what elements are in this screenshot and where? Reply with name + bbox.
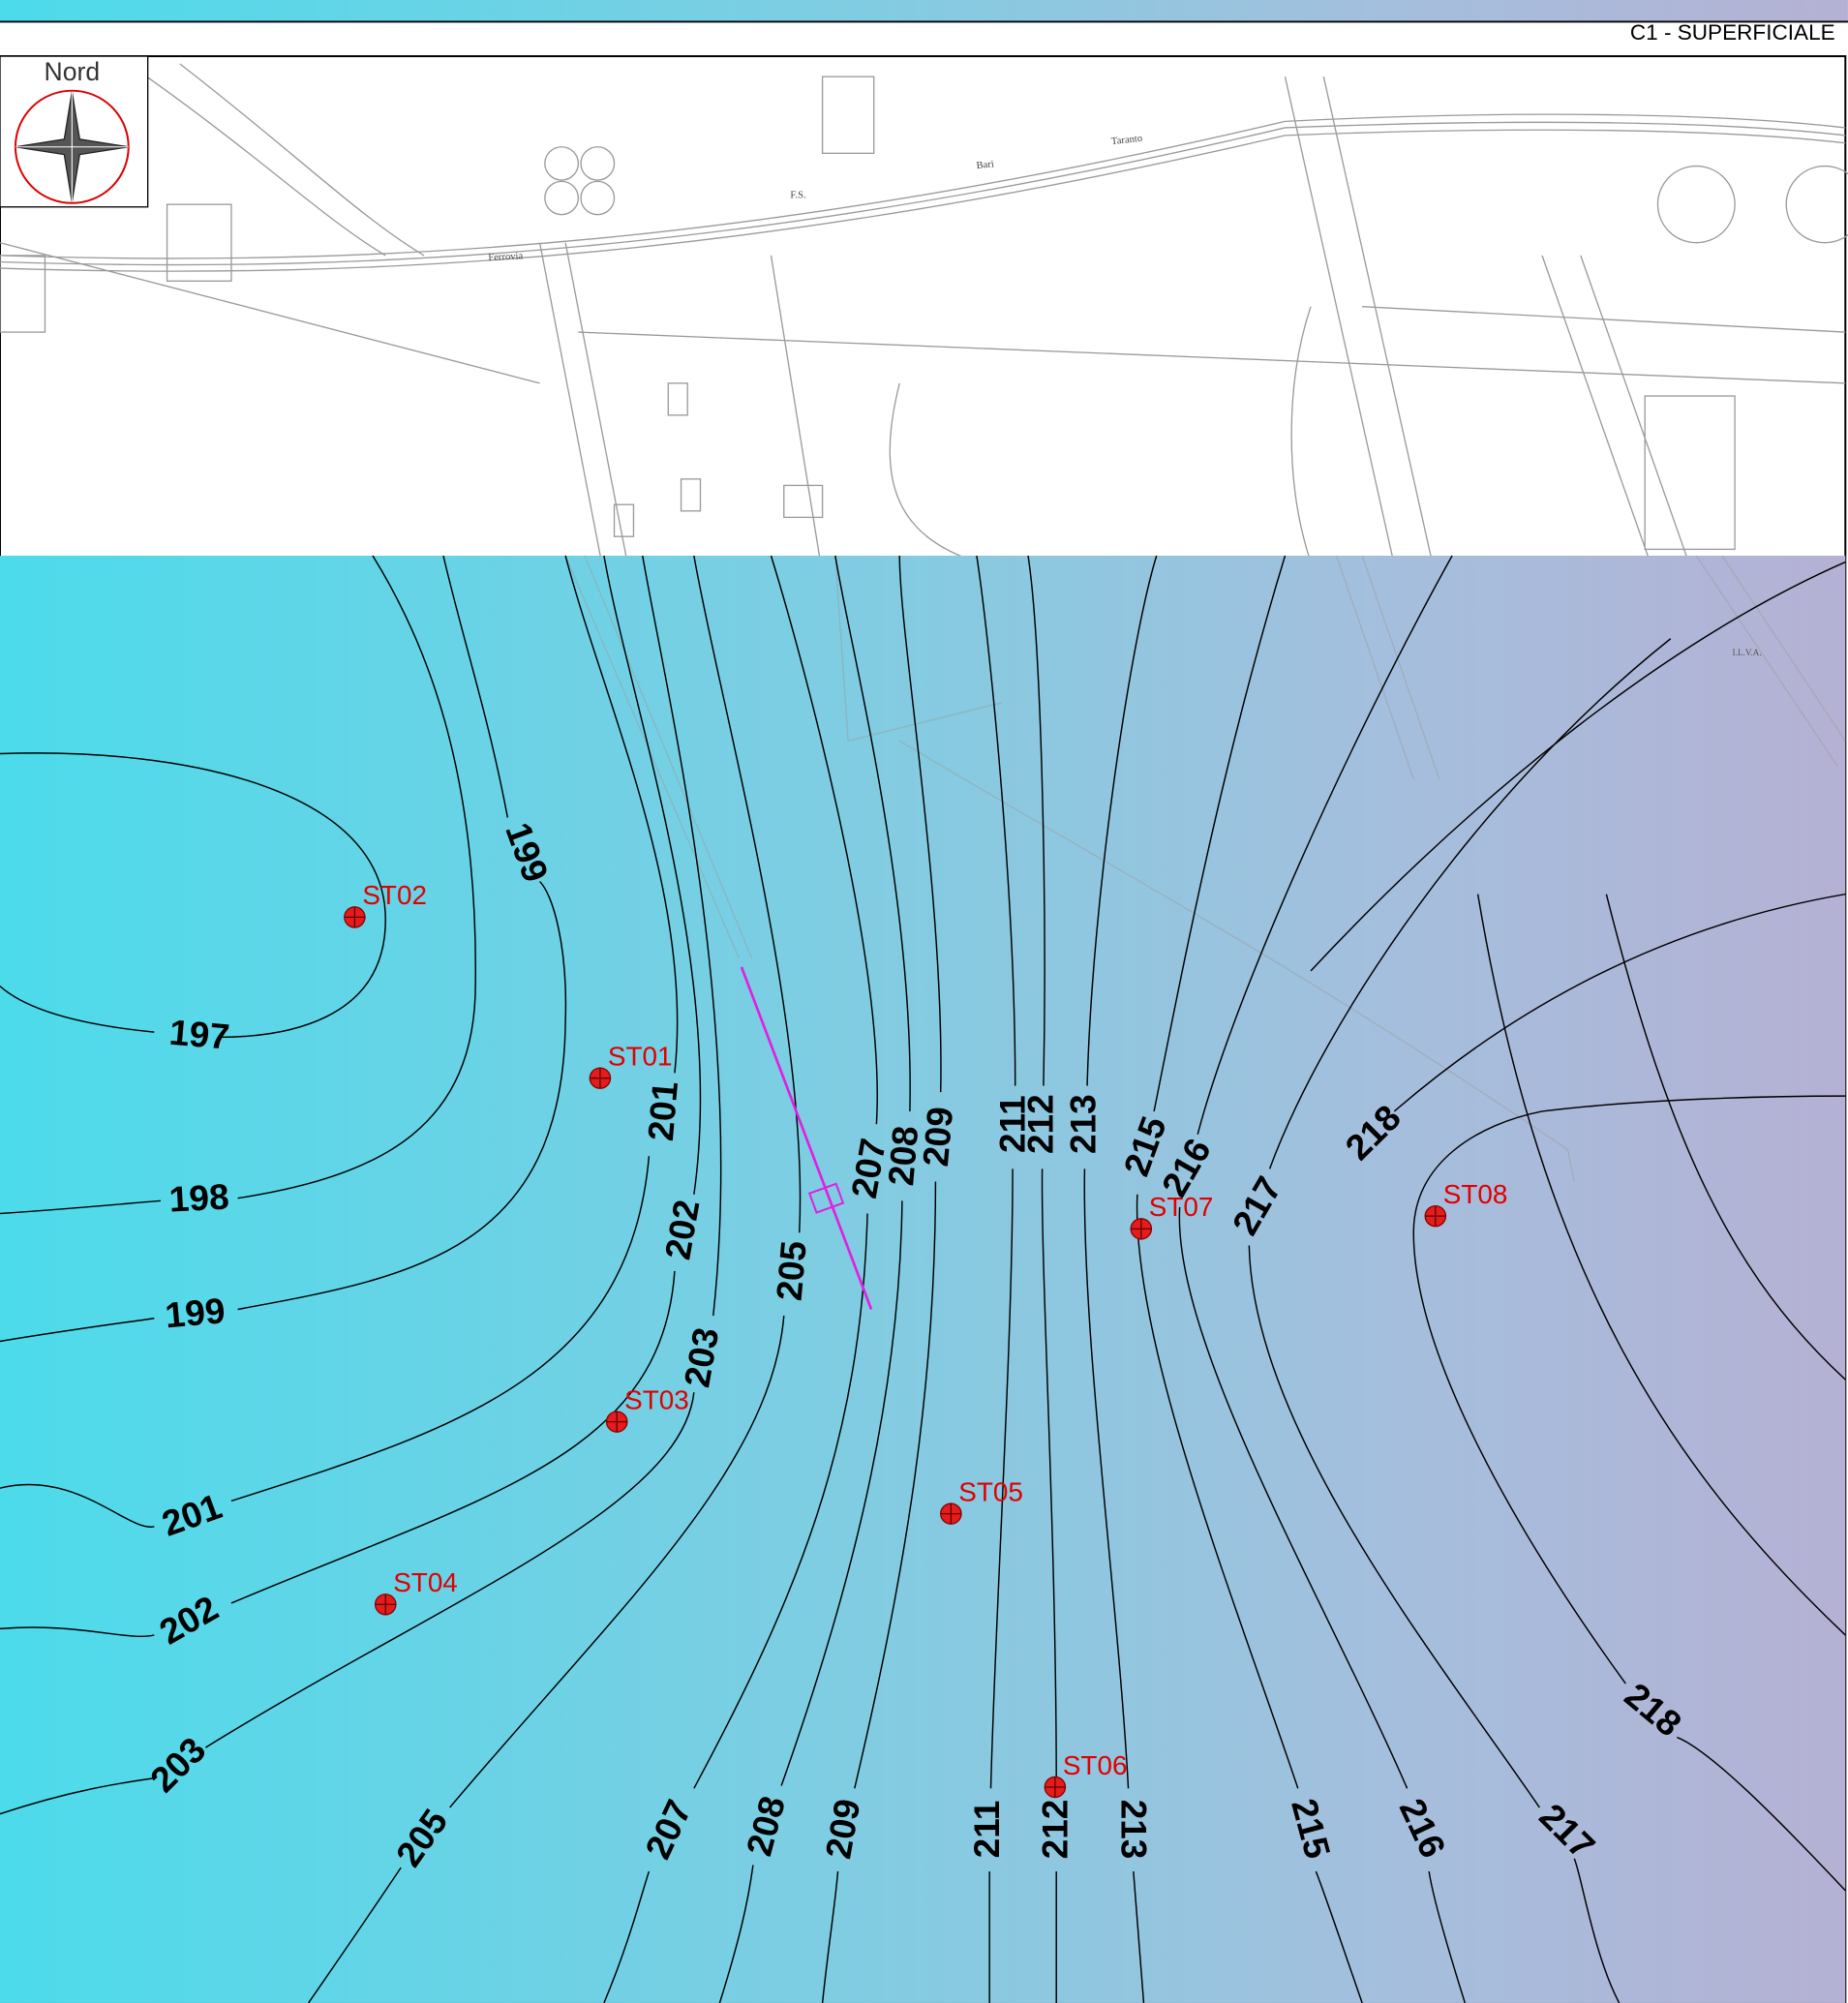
railway	[0, 113, 1846, 259]
contour-label: 212	[1020, 1094, 1061, 1154]
trench	[740, 966, 873, 1310]
station-cross	[606, 1411, 627, 1433]
compass: Nord	[0, 55, 149, 208]
station-label: ST05	[958, 1476, 1023, 1506]
contour-label: 211	[966, 1801, 1007, 1859]
contour-label: 209	[915, 1106, 960, 1168]
contour-label: 213	[1113, 1800, 1154, 1860]
station: ST03	[605, 1384, 689, 1433]
station-cross	[940, 1503, 961, 1525]
station-label: ST03	[624, 1384, 689, 1414]
station-label: ST04	[393, 1567, 458, 1597]
contour-label: 201	[640, 1079, 685, 1142]
station-cross	[1131, 1218, 1152, 1239]
piezometric-surface	[0, 555, 1846, 2003]
place-label: F.S.	[790, 191, 805, 201]
station-label: ST07	[1149, 1192, 1214, 1222]
station: ST05	[940, 1476, 1023, 1525]
contour-label: 211	[991, 1095, 1032, 1153]
contour-lines	[0, 555, 1846, 2003]
station: ST06	[1044, 1750, 1128, 1799]
station-cross	[344, 906, 366, 927]
station-cross	[590, 1068, 611, 1089]
contour-label: 197	[167, 1012, 230, 1057]
place-label: Taranto	[1110, 134, 1142, 147]
station: ST04	[374, 1567, 458, 1616]
station: ST01	[589, 1042, 673, 1089]
place-label: Bari	[976, 159, 994, 171]
place-label: I.L.V.A.	[1732, 649, 1761, 658]
place-label: Ferrovia	[488, 251, 524, 263]
base-map	[0, 63, 1848, 767]
station: ST08	[1424, 1179, 1508, 1228]
station-label: ST06	[1063, 1750, 1128, 1780]
station-label: ST02	[362, 880, 427, 910]
contour-label: 208	[880, 1124, 925, 1187]
contour-label: 205	[768, 1239, 813, 1302]
station: ST02	[344, 880, 427, 928]
contour-label: 198	[168, 1176, 230, 1220]
station-cross	[1045, 1776, 1066, 1798]
station-label: ST08	[1443, 1179, 1508, 1209]
contour-label: 199	[164, 1290, 227, 1335]
station: ST07	[1130, 1192, 1214, 1240]
contour-label: 213	[1062, 1094, 1103, 1154]
contour-label: 212	[1034, 1800, 1075, 1860]
base-map-under	[564, 555, 1846, 1182]
station-cross	[375, 1593, 396, 1615]
station-label: ST01	[608, 1042, 673, 1072]
top-band	[0, 0, 1848, 22]
compass-label: Nord	[45, 57, 101, 86]
station-cross	[1425, 1205, 1446, 1227]
panel-title: C1 - SUPERFICIALE	[1630, 20, 1835, 45]
